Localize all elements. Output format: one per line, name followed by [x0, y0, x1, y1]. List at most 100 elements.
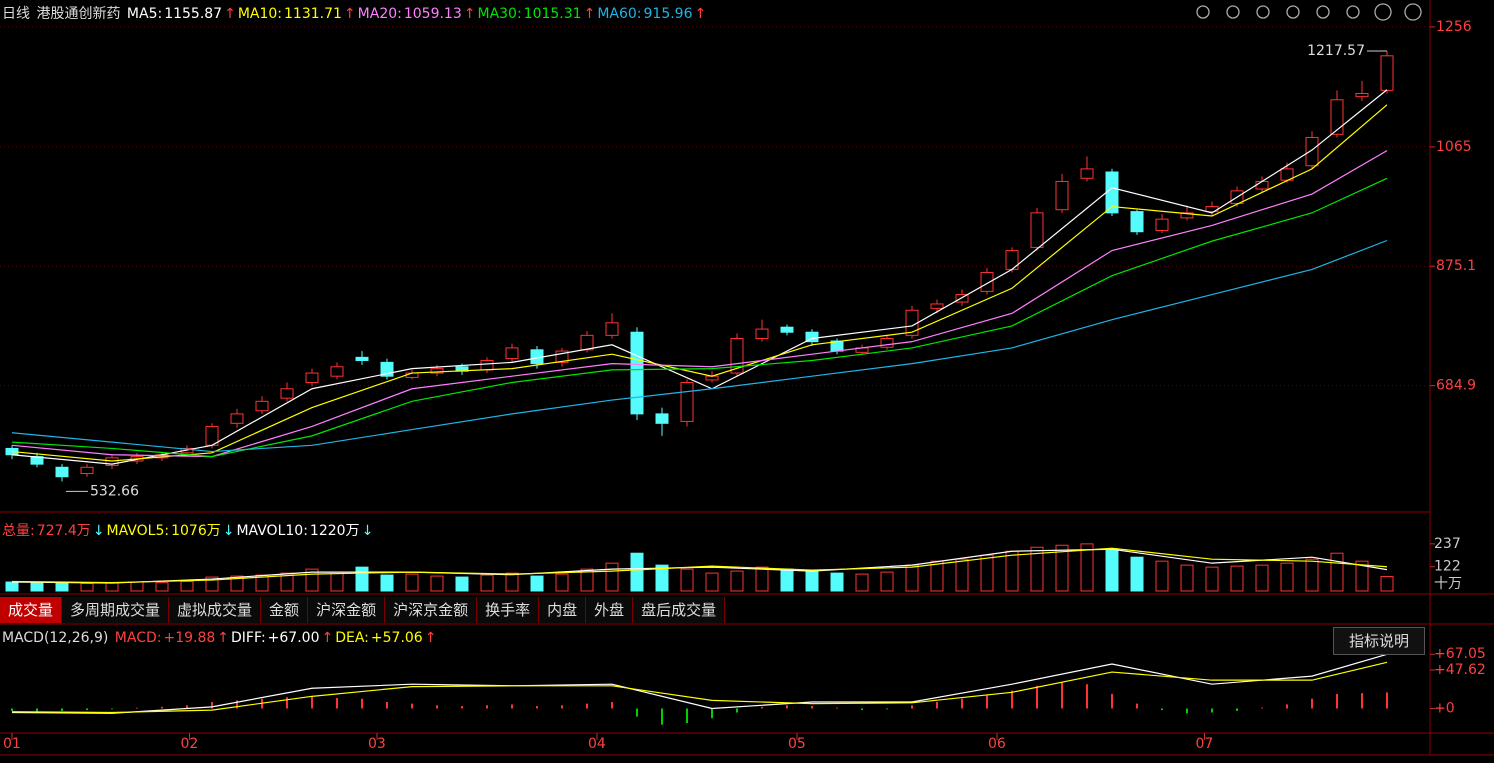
ma-line: [11, 547, 1388, 584]
toolbar-icon[interactable]: [1346, 5, 1360, 19]
indicator-tab[interactable]: 多周期成交量: [62, 597, 170, 623]
volume-bar: [555, 573, 569, 592]
candle-body: [1130, 211, 1144, 233]
volume-bar: [705, 572, 719, 592]
y-tick-label: 684.9: [1436, 378, 1476, 394]
price-header: 日线 港股通创新药 MA5: 1155.87 ↑ MA10: 1131.71 ↑ MA20:…: [2, 3, 708, 23]
ma-legend-value: 1131.71: [284, 6, 342, 22]
candle-body: [680, 381, 694, 422]
volume-bar: [780, 568, 794, 592]
candle-body: [780, 326, 794, 333]
macd-header: MACD(12,26,9) MACD: +19.88 ↑ DIFF: +67.00 ↑ DE…: [2, 630, 438, 646]
toolbar-icon[interactable]: [1226, 5, 1240, 19]
icon-shape: [1196, 5, 1210, 19]
volume-bar: [105, 582, 119, 592]
volume-bar: [505, 572, 519, 592]
volume-bar: [1030, 546, 1044, 592]
indicator-tab[interactable]: 成交量: [0, 597, 63, 623]
indicator-tabs: 成交量 多周期成交量 虚拟成交量 金额 沪深金额 沪深京金额 换手率 内盘 外盘 盘后成交量: [0, 597, 726, 623]
icon-shape: [1404, 3, 1422, 21]
y-tick-label: 1256: [1436, 19, 1472, 35]
volume-bar: [1155, 560, 1169, 592]
volume-bar: [5, 581, 19, 592]
candle-body: [55, 466, 69, 478]
ma-legend-value: 915.96: [643, 6, 693, 22]
volume-bar: [30, 582, 44, 592]
volume-bar: [480, 574, 494, 592]
candle-body: [980, 272, 994, 292]
indicator-tab[interactable]: 沪深京金额: [385, 597, 478, 623]
candle-body: [430, 368, 444, 374]
volume-bar: [1055, 544, 1069, 592]
volume-bar: [830, 572, 844, 592]
candle-body: [1305, 136, 1319, 167]
ma-legend-trend: ↑: [343, 6, 356, 22]
indicator-tab[interactable]: 沪深金额: [308, 597, 386, 623]
indicator-tab[interactable]: 外盘: [586, 597, 634, 623]
toolbar-icon[interactable]: [1256, 5, 1270, 19]
y-tick-label: +67.05: [1434, 646, 1486, 662]
toolbar-icon[interactable]: [1374, 3, 1392, 21]
indicator-tab[interactable]: 内盘: [539, 597, 587, 623]
min-label: 532.66: [90, 483, 139, 499]
volume-bar: [130, 581, 144, 592]
ma-line: [11, 661, 1388, 714]
ma-legend-value: 1155.87: [164, 6, 223, 22]
summary-value: +57.06: [370, 630, 423, 646]
x-tick-label: 01: [3, 736, 21, 752]
candle-body: [330, 366, 344, 377]
ma-legend-name: MA10:: [237, 6, 283, 22]
y-tick-label: 875.1: [1436, 258, 1476, 274]
volume-bar: [1380, 576, 1394, 592]
x-tick-label: 06: [988, 736, 1006, 752]
ma-legend-name: MA60:: [597, 6, 642, 22]
candle-body: [1155, 218, 1169, 231]
y-tick-label: 237: [1434, 536, 1461, 552]
y-tick-label: +0: [1434, 700, 1455, 716]
candle-body: [555, 350, 569, 363]
indicator-tab[interactable]: 虚拟成交量: [169, 597, 262, 623]
candle-body: [230, 413, 244, 424]
volume-bar: [955, 558, 969, 592]
summary-name: MAVOL10:: [236, 523, 308, 539]
volume-bar: [1305, 558, 1319, 592]
volume-bar: [1255, 564, 1269, 592]
summary-name: MACD:: [114, 630, 162, 646]
ma-line: [11, 104, 1388, 462]
volume-bar: [230, 575, 244, 592]
volume-bar: [905, 564, 919, 592]
ma-legend-trend: ↑: [694, 6, 707, 22]
candle-body: [655, 413, 669, 424]
x-tick-label: 04: [588, 736, 606, 752]
candle-body: [1080, 168, 1094, 179]
candle-body: [605, 322, 619, 336]
toolbar-icon[interactable]: [1404, 3, 1422, 21]
indicator-tab[interactable]: 换手率: [477, 597, 540, 623]
indicator-tab[interactable]: 盘后成交量: [633, 597, 726, 623]
indicator-tab[interactable]: 金额: [261, 597, 309, 623]
volume-bar: [430, 575, 444, 592]
volume-bar: [80, 582, 94, 592]
volume-bar: [805, 570, 819, 592]
indicator-help-button[interactable]: 指标说明: [1333, 627, 1425, 655]
candle-body: [405, 372, 419, 378]
volume-bar: [755, 566, 769, 592]
summary-value: +67.00: [267, 630, 320, 646]
y-tick-label: 122: [1434, 559, 1461, 575]
summary-trend: ↓: [361, 523, 374, 539]
toolbar-icon[interactable]: [1196, 5, 1210, 19]
candle-body: [480, 359, 494, 371]
ma-legend-value: 1059.13: [403, 6, 462, 22]
volume-bar: [1230, 565, 1244, 592]
volume-bar: [455, 576, 469, 592]
icon-shape: [1226, 5, 1240, 19]
summary-name: DEA:: [335, 630, 369, 646]
toolbar-icon[interactable]: [1316, 5, 1330, 19]
volume-bar: [655, 564, 669, 592]
candle-body: [355, 356, 369, 361]
ma-line: [11, 548, 1388, 584]
toolbar-icon[interactable]: [1286, 5, 1300, 19]
macd-title: MACD(12,26,9): [2, 630, 109, 646]
ma-legend-name: MA20:: [357, 6, 402, 22]
candle-body: [105, 457, 119, 466]
